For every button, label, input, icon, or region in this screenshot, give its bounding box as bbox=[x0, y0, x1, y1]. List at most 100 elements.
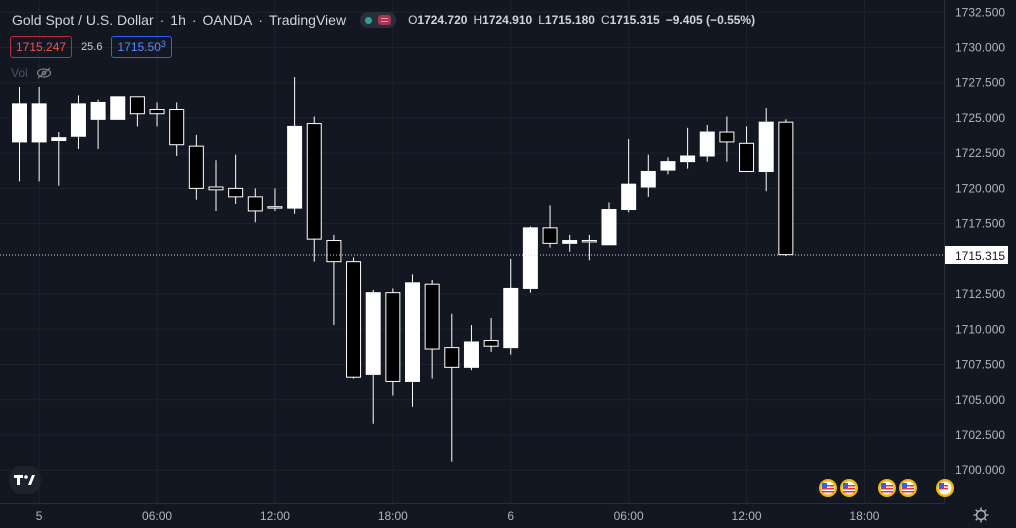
candle[interactable] bbox=[542, 205, 558, 248]
symbol-name[interactable]: Gold Spot / U.S. Dollar bbox=[12, 12, 154, 28]
candle-body-down bbox=[208, 186, 224, 191]
candle[interactable] bbox=[562, 234, 578, 252]
candle-body-up bbox=[110, 96, 126, 120]
candle[interactable] bbox=[306, 116, 322, 262]
candle[interactable] bbox=[601, 202, 617, 246]
candle-body-up bbox=[562, 240, 578, 244]
candle-body-up bbox=[503, 287, 519, 349]
candle[interactable] bbox=[719, 116, 735, 162]
candle-body-up bbox=[621, 183, 637, 211]
gear-icon[interactable] bbox=[973, 507, 989, 523]
time-tick-label: 06:00 bbox=[142, 509, 172, 523]
candle[interactable] bbox=[680, 127, 696, 169]
candle[interactable] bbox=[778, 119, 794, 257]
candle[interactable] bbox=[12, 86, 27, 182]
time-tick-label: 6 bbox=[507, 509, 514, 523]
candle[interactable] bbox=[405, 274, 420, 407]
candle-body-up bbox=[640, 170, 656, 188]
candle-body-down bbox=[267, 206, 283, 209]
candle[interactable] bbox=[208, 160, 224, 211]
candle[interactable] bbox=[326, 234, 342, 326]
candle[interactable] bbox=[129, 96, 145, 127]
price-axis[interactable]: 1732.500 1730.000 1727.500 1725.000 1722.500… bbox=[955, 5, 1005, 477]
candle[interactable] bbox=[463, 325, 479, 371]
spread-value: 25.6 bbox=[81, 41, 103, 53]
candle[interactable] bbox=[51, 132, 67, 186]
separator: · bbox=[258, 12, 264, 28]
candle[interactable] bbox=[365, 289, 381, 424]
candle[interactable] bbox=[640, 154, 656, 197]
us-flag-event-icon[interactable] bbox=[840, 479, 858, 497]
change-value: −9.405 (−0.55%) bbox=[665, 13, 756, 27]
candle-body-up bbox=[601, 209, 617, 246]
candle-body-down bbox=[542, 227, 558, 244]
candle-body-up bbox=[758, 121, 774, 172]
candle[interactable] bbox=[660, 157, 676, 175]
quote-row: 1715.247 25.6 1715.503 bbox=[10, 36, 172, 58]
candle[interactable] bbox=[581, 234, 597, 261]
candle[interactable] bbox=[346, 257, 362, 379]
candle[interactable] bbox=[70, 95, 86, 149]
us-flag-event-icon[interactable] bbox=[899, 479, 917, 497]
candle-body-down bbox=[444, 347, 460, 368]
time-axis[interactable]: 5 06:00 12:00 18:00 6 06:00 12:00 18:00 bbox=[36, 509, 880, 523]
candle[interactable] bbox=[483, 318, 499, 352]
candle[interactable] bbox=[385, 288, 401, 396]
time-tick-label: 06:00 bbox=[614, 509, 644, 523]
current-price-label: 1715.315 bbox=[955, 249, 1005, 263]
candle[interactable] bbox=[90, 99, 106, 149]
candle-body-up bbox=[287, 125, 303, 209]
candle[interactable] bbox=[287, 77, 303, 214]
ohlc-values: O1724.720 H1724.910 L1715.180 C1715.315 … bbox=[408, 13, 755, 27]
candle[interactable] bbox=[228, 154, 244, 204]
eye-crossed-icon[interactable] bbox=[36, 67, 52, 79]
candle-body-down bbox=[247, 196, 263, 212]
price-tick-label: 1722.500 bbox=[955, 146, 1005, 160]
candle[interactable] bbox=[522, 226, 538, 293]
chart-legend-header[interactable]: Gold Spot / U.S. Dollar · 1h · OANDA · T… bbox=[12, 10, 755, 30]
candle[interactable] bbox=[699, 124, 715, 162]
candle-body-up bbox=[680, 155, 696, 163]
price-tick-label: 1712.500 bbox=[955, 287, 1005, 301]
candle[interactable] bbox=[739, 126, 755, 172]
market-status[interactable] bbox=[360, 12, 397, 28]
price-tick-label: 1717.500 bbox=[955, 217, 1005, 231]
price-tick-label: 1702.500 bbox=[955, 428, 1005, 442]
candle[interactable] bbox=[267, 188, 283, 211]
interval[interactable]: 1h bbox=[170, 12, 186, 28]
candle[interactable] bbox=[424, 279, 440, 379]
candle[interactable] bbox=[31, 86, 47, 182]
us-flag-event-icon[interactable] bbox=[936, 479, 954, 497]
candle-body-down bbox=[188, 145, 204, 189]
candle[interactable] bbox=[621, 139, 637, 213]
candle-body-down bbox=[306, 123, 322, 240]
price-tick-label: 1720.000 bbox=[955, 181, 1005, 195]
tradingview-logo[interactable] bbox=[8, 466, 42, 494]
buy-price-button[interactable]: 1715.503 bbox=[111, 36, 172, 58]
candle-body-up bbox=[365, 292, 381, 375]
volume-indicator[interactable]: Vol bbox=[11, 66, 52, 80]
candle[interactable] bbox=[188, 134, 204, 200]
candle-body-down bbox=[719, 131, 735, 143]
time-tick-label: 18:00 bbox=[378, 509, 408, 523]
close-key: C bbox=[600, 13, 610, 27]
candle-body-down bbox=[424, 283, 440, 350]
candle-body-down bbox=[385, 292, 401, 382]
sell-price-button[interactable]: 1715.247 bbox=[10, 36, 73, 58]
candle[interactable] bbox=[149, 102, 165, 127]
candle[interactable] bbox=[503, 258, 519, 355]
high-value: 1724.910 bbox=[482, 13, 533, 27]
candle-body-down bbox=[346, 261, 362, 378]
exchange: OANDA bbox=[202, 12, 253, 28]
market-open-icon bbox=[365, 16, 373, 24]
us-flag-event-icon[interactable] bbox=[878, 479, 896, 497]
candle[interactable] bbox=[758, 108, 774, 192]
candle[interactable] bbox=[247, 188, 263, 223]
candle[interactable] bbox=[169, 102, 185, 156]
candle[interactable] bbox=[444, 313, 460, 462]
candle[interactable] bbox=[110, 96, 126, 120]
us-flag-event-icon[interactable] bbox=[819, 479, 837, 497]
price-tick-label: 1727.500 bbox=[955, 76, 1005, 90]
candle-body-up bbox=[699, 131, 715, 157]
